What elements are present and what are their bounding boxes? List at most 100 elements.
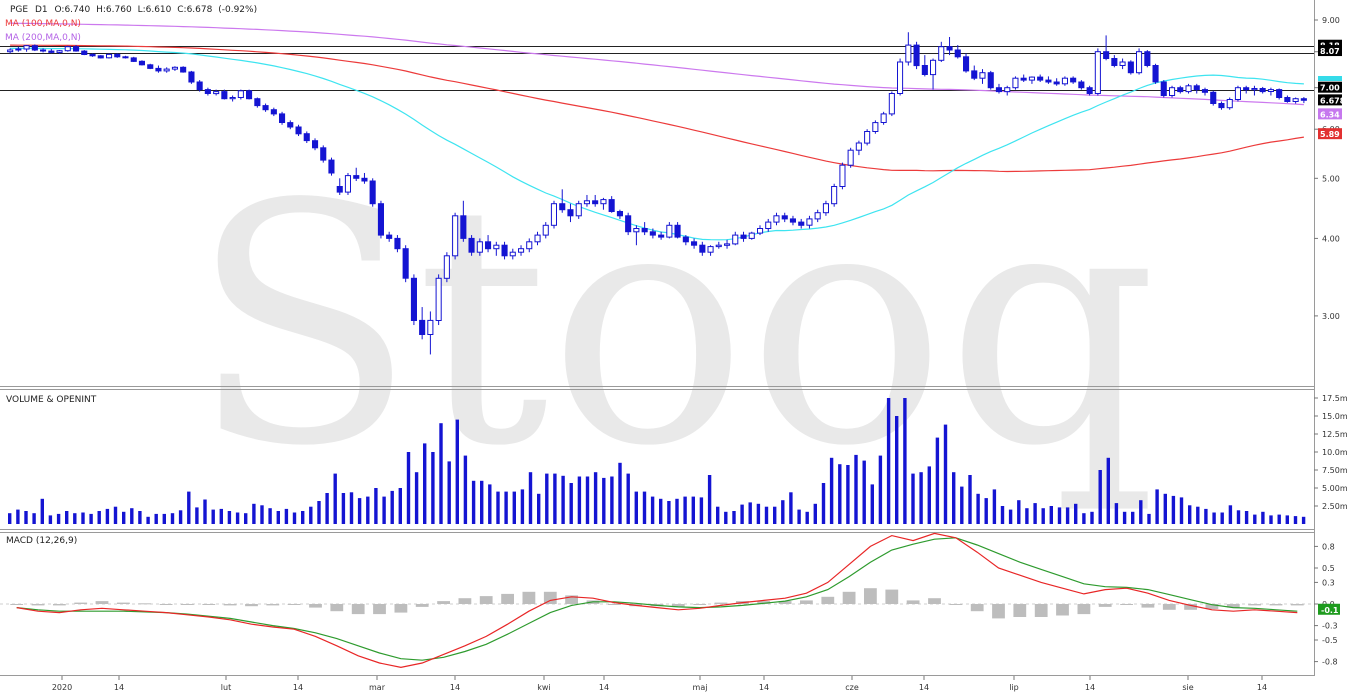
candle-up <box>163 68 170 72</box>
volume-bar <box>504 491 508 524</box>
ma100-legend: MA (100,MA,0,N) <box>5 19 81 29</box>
macd-histogram-bar <box>714 602 728 604</box>
volume-bar <box>797 509 801 524</box>
candle-up <box>1028 76 1036 81</box>
candle-down <box>567 209 574 217</box>
volume-bar <box>1025 508 1029 524</box>
volume-bar <box>642 491 647 524</box>
volume-bar <box>911 473 915 524</box>
candle-down <box>781 215 788 220</box>
volume-bar <box>1163 493 1167 524</box>
candle-down <box>913 44 920 67</box>
candle-down <box>1210 91 1217 105</box>
macd-histogram-bar <box>74 602 88 604</box>
volume-bar <box>886 398 891 524</box>
x-tick-label: lip <box>1009 683 1019 692</box>
candle-up <box>897 61 904 94</box>
symbol-label: PGE D1 O:6.740 H:6.760 L:6.610 C:6.678 (… <box>10 5 257 15</box>
x-tick-label: 14 <box>1085 683 1095 692</box>
candle-up <box>15 48 22 51</box>
macd-histogram-bar <box>800 600 813 604</box>
axes: 9.008.007.006.005.004.003.008.188.077.00… <box>52 16 1348 692</box>
volume-tick-label: 10.0m <box>1322 448 1348 457</box>
candle-up <box>1094 51 1101 94</box>
volume-bar <box>97 511 101 524</box>
candle-up <box>822 203 830 214</box>
candle-down <box>369 180 376 205</box>
candle-down <box>312 140 319 149</box>
macd-histogram-bar <box>1120 604 1133 605</box>
macd-histogram-bar <box>906 600 920 604</box>
volume-bar <box>357 498 362 524</box>
price-badge <box>1318 45 1342 57</box>
volume-bar <box>414 472 419 524</box>
volume-bar <box>341 493 346 524</box>
candle-down <box>1103 51 1110 60</box>
candle-down <box>73 46 80 52</box>
volume-bar <box>781 500 785 524</box>
price-badge <box>1318 108 1342 120</box>
candle-up <box>715 244 722 248</box>
volume-bar <box>268 508 272 524</box>
volume-tick-label: 15.0m <box>1322 412 1348 421</box>
candle-down <box>963 56 970 72</box>
volume-bar <box>1049 506 1053 524</box>
candle-up <box>575 203 582 217</box>
volume-bar <box>187 491 191 524</box>
volume-bar <box>317 501 321 524</box>
candle-up <box>213 91 220 95</box>
macd-histogram-bar <box>287 604 301 605</box>
volume-bar <box>1017 500 1021 524</box>
candle-up <box>1004 87 1011 93</box>
volume-bar <box>602 477 606 524</box>
x-tick-label: kwi <box>537 683 550 692</box>
candle-up <box>872 122 879 132</box>
volume-bar <box>235 512 240 524</box>
macd-histogram-bar <box>458 598 472 604</box>
volume-bar <box>40 498 44 524</box>
candle-down <box>1144 51 1151 67</box>
candle-down <box>114 53 121 58</box>
pane-frames <box>0 0 1315 676</box>
candle-down <box>1152 65 1159 83</box>
volume-bar <box>496 491 500 524</box>
volume-bar <box>659 498 663 524</box>
candle-up <box>979 72 986 79</box>
volume-bar <box>24 511 28 524</box>
candle-up <box>888 93 895 115</box>
macd-histogram-bar <box>373 604 386 615</box>
macd-histogram-bar <box>949 604 963 605</box>
macd-histogram-bar <box>543 591 557 604</box>
candle-down <box>196 81 203 91</box>
volume-bar <box>130 508 134 524</box>
candle-up <box>831 186 838 205</box>
volume-bar <box>178 510 183 524</box>
moving-averages <box>10 22 1304 241</box>
macd-histogram-bar <box>1162 604 1176 610</box>
volume-bar <box>862 460 866 524</box>
macd-histogram-bar <box>202 604 216 605</box>
macd-histogram-bar <box>31 604 45 606</box>
price-badge <box>1318 94 1342 106</box>
volume-bar <box>927 466 931 524</box>
candle-down <box>48 50 55 53</box>
volume-bar <box>545 473 549 524</box>
volume-bar <box>56 513 61 524</box>
candle-up <box>509 251 516 257</box>
volume-bar <box>1212 512 1216 524</box>
candle-up <box>732 234 739 245</box>
candle-down <box>789 218 797 223</box>
volume-bar <box>32 513 36 524</box>
candle-down <box>682 236 689 243</box>
macd-histogram-bar <box>522 591 536 604</box>
volume-bar <box>1131 511 1135 524</box>
macd-histogram-bar <box>394 604 408 613</box>
volume-bar <box>805 511 809 524</box>
macd-tick-label: 0.8 <box>1322 542 1335 551</box>
candle-up <box>344 175 351 193</box>
candle-up <box>757 228 764 234</box>
macd-line <box>16 532 1298 669</box>
candle-down <box>204 89 211 94</box>
volume-bar <box>390 490 394 524</box>
